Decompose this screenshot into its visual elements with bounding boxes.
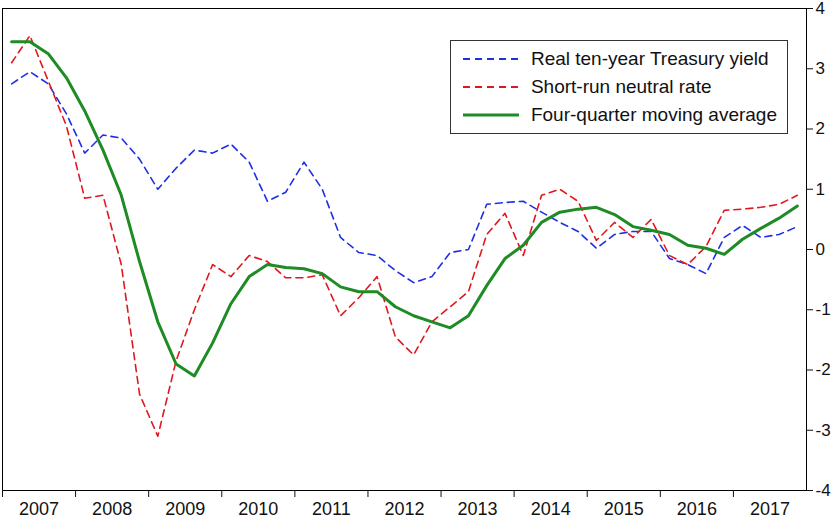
svg-text:2010: 2010 [238, 499, 278, 519]
svg-text:2016: 2016 [677, 499, 717, 519]
svg-text:-3: -3 [816, 421, 831, 440]
svg-text:2008: 2008 [92, 499, 132, 519]
svg-text:2014: 2014 [531, 499, 571, 519]
svg-text:2: 2 [816, 119, 825, 138]
svg-text:2011: 2011 [312, 499, 351, 519]
svg-text:1: 1 [816, 180, 825, 199]
svg-text:2009: 2009 [165, 499, 205, 519]
svg-text:2017: 2017 [750, 499, 790, 519]
html-text:Four-quarter moving average: Four-quarter moving average [530, 104, 777, 125]
svg-text:3: 3 [816, 59, 825, 78]
svg-text:-1: -1 [816, 300, 831, 319]
svg-text:2007: 2007 [19, 499, 59, 519]
html-text:Short-run neutral rate: Short-run neutral rate [530, 76, 712, 97]
svg-text:2012: 2012 [384, 499, 424, 519]
svg-text:4: 4 [816, 0, 825, 18]
svg-text:2015: 2015 [604, 499, 644, 519]
svg-text:0: 0 [816, 240, 825, 259]
html-text:Real ten-year Treasury yield: Real ten-year Treasury yield [530, 48, 769, 69]
svg-text:-4: -4 [816, 481, 831, 500]
svg-text:2013: 2013 [458, 499, 498, 519]
svg-text:-2: -2 [816, 360, 831, 379]
